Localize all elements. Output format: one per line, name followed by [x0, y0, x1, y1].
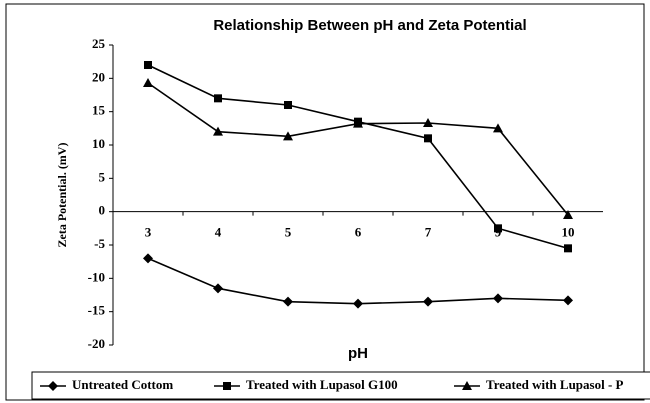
legend-box: [31, 371, 650, 400]
legend-marker: [223, 382, 231, 390]
data-point: [494, 224, 502, 233]
x-tick-label: 5: [285, 225, 292, 240]
chart-frame: [5, 3, 645, 401]
data-point: [424, 134, 432, 143]
data-point: [213, 126, 223, 136]
data-point: [143, 253, 153, 264]
y-tick-label: 15: [92, 103, 106, 118]
y-tick-label: -10: [88, 269, 105, 284]
x-axis-title: pH: [348, 345, 368, 362]
data-point: [144, 61, 152, 69]
legend-label: Treated with Lupasol G100: [246, 377, 398, 392]
chart-title: Relationship Between pH and Zeta Potenti…: [213, 17, 526, 34]
data-point: [493, 123, 503, 133]
x-tick-label: 4: [215, 225, 222, 240]
y-tick-label: -5: [94, 236, 105, 251]
y-tick-label: -15: [88, 303, 106, 318]
data-point: [214, 94, 222, 103]
y-tick-label: 20: [92, 69, 105, 84]
data-point: [283, 131, 293, 141]
x-tick-label: 6: [355, 225, 362, 240]
x-tick-label: 3: [145, 225, 152, 240]
data-point: [493, 293, 503, 304]
legend-label: Untreated Cottom: [72, 377, 173, 392]
y-tick-label: 5: [99, 169, 106, 184]
data-point: [423, 118, 433, 127]
data-point: [143, 78, 153, 87]
legend-marker: [48, 381, 58, 391]
y-tick-label: -20: [88, 336, 105, 351]
x-tick-label: 10: [562, 225, 575, 240]
data-point: [423, 296, 433, 307]
data-point: [284, 101, 292, 109]
legend-label: Treated with Lupasol - P: [486, 377, 624, 392]
data-point: [564, 244, 572, 253]
data-point: [283, 296, 293, 307]
data-point: [353, 118, 363, 128]
data-point: [213, 283, 223, 294]
data-point: [563, 295, 573, 306]
legend-marker: [462, 381, 472, 390]
y-tick-label: 0: [99, 203, 106, 218]
data-point: [563, 210, 573, 219]
y-axis-title: Zeta Potential. (mV): [55, 143, 69, 248]
y-tick-label: 10: [92, 136, 105, 151]
y-tick-label: 25: [92, 36, 106, 51]
data-point: [353, 298, 363, 309]
x-tick-label: 7: [425, 225, 432, 240]
